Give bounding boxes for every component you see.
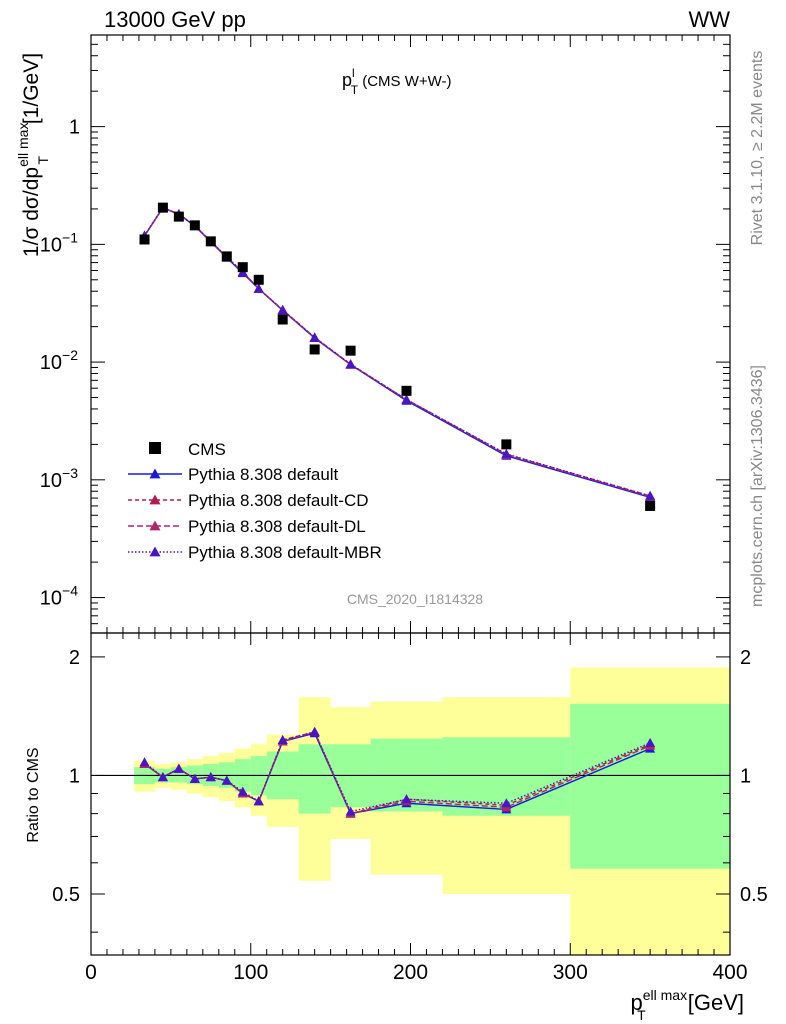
main-panel-frame bbox=[90, 34, 731, 634]
plot-title-rest: (CMS W+W-) bbox=[358, 73, 451, 90]
ratio-marker-mbr bbox=[345, 806, 356, 816]
legend-label-cms: CMS bbox=[188, 440, 226, 459]
y-tick-label: 10−4 bbox=[40, 583, 78, 610]
series-marker-mbr bbox=[253, 283, 264, 293]
ratio-tick-label-left: 0.5 bbox=[52, 884, 80, 906]
ratio-marker-mbr bbox=[157, 772, 168, 782]
y-axis-label-suffix: [1/GeV] bbox=[20, 53, 43, 130]
x-tick-label: 400 bbox=[712, 961, 747, 984]
cms-data-point bbox=[173, 211, 184, 222]
y-tick-label-base: 10 bbox=[40, 588, 62, 610]
y-axis-label-sup: ell max bbox=[15, 123, 31, 167]
x-tick-label: 0 bbox=[85, 961, 97, 984]
cms-data-point bbox=[277, 314, 288, 325]
cms-data-point bbox=[253, 274, 264, 285]
y-tick-label: 1 bbox=[69, 117, 80, 139]
series-marker-mbr bbox=[309, 332, 320, 342]
legend: CMS Pythia 8.308 default Pythia 8.308 defa… bbox=[128, 440, 382, 562]
series-marker-mbr bbox=[401, 394, 412, 404]
analysis-watermark: CMS_2020_I1814328 bbox=[347, 591, 483, 607]
header-energy: 13000 GeV pp bbox=[104, 7, 246, 32]
legend-label-cd: Pythia 8.308 default-CD bbox=[188, 491, 369, 510]
series-marker-mbr bbox=[345, 359, 356, 369]
x-tick-label: 100 bbox=[233, 961, 268, 984]
y-tick-label-exponent: −4 bbox=[62, 583, 78, 599]
uncertainty-band-inner bbox=[298, 744, 331, 814]
header-process: WW bbox=[688, 7, 730, 32]
series-marker-mbr bbox=[277, 304, 288, 314]
y-tick-label-exponent: −2 bbox=[62, 347, 78, 363]
cms-data-point bbox=[139, 234, 150, 245]
cms-data-point bbox=[157, 202, 168, 213]
mcplots-reference-label: mcplots.cern.ch [arXiv:1306.3436] bbox=[749, 365, 766, 607]
plot-title-main: p bbox=[342, 70, 352, 90]
y-tick-label: 10−3 bbox=[40, 465, 78, 492]
series-marker-mbr bbox=[645, 490, 656, 500]
ratio-marker-mbr bbox=[205, 772, 216, 782]
ratio-marker-mbr bbox=[253, 796, 264, 806]
plot-title-sub: T bbox=[351, 83, 359, 97]
legend-label-default: Pythia 8.308 default bbox=[188, 465, 339, 484]
ratio-tick-label-right: 2 bbox=[740, 647, 751, 669]
cms-data-point bbox=[645, 500, 656, 511]
x-axis-label-sup: ell max bbox=[643, 987, 687, 1003]
ratio-marker-mbr bbox=[221, 775, 232, 785]
legend-label-dl: Pythia 8.308 default-DL bbox=[188, 517, 366, 536]
cms-data-point bbox=[189, 220, 200, 231]
ratio-tick-label-right: 1 bbox=[740, 765, 751, 787]
y-tick-label: 10−1 bbox=[40, 229, 78, 256]
uncertainty-band-inner bbox=[570, 703, 730, 869]
cms-data-point bbox=[221, 251, 232, 262]
plot-title-sup: l bbox=[352, 66, 355, 80]
x-axis-label-sub: T bbox=[637, 1007, 646, 1023]
y-tick-label-exponent: −1 bbox=[62, 229, 78, 245]
legend-marker-cms bbox=[149, 442, 161, 454]
x-axis-label: pell max T [GeV] bbox=[630, 987, 744, 1023]
cms-data-point bbox=[309, 344, 320, 355]
y-tick-label-exponent: −3 bbox=[62, 465, 78, 481]
legend-label-mbr: Pythia 8.308 default-MBR bbox=[188, 543, 382, 562]
ratio-marker-mbr bbox=[645, 737, 656, 747]
series-marker-mbr bbox=[501, 448, 512, 458]
y-tick-label: 10−2 bbox=[40, 347, 78, 374]
y-axis-label-ratio: Ratio to CMS bbox=[25, 747, 42, 842]
y-tick-label-base: 10 bbox=[40, 470, 62, 492]
main-panel: 110−110−210−310−4 pl T (CMS W+W-) CMS_202… bbox=[15, 34, 731, 634]
ratio-tick-label-left: 2 bbox=[69, 647, 80, 669]
legend-marker-mbr bbox=[149, 546, 161, 557]
x-tick-label: 300 bbox=[553, 961, 588, 984]
ratio-marker-mbr bbox=[173, 763, 184, 773]
ratio-marker-mbr bbox=[139, 757, 150, 767]
ratio-marker-mbr bbox=[501, 798, 512, 808]
cms-data-point bbox=[401, 385, 412, 396]
rivet-version-label: Rivet 3.1.10, ≥ 2.2M events bbox=[749, 51, 766, 246]
legend-marker-cd bbox=[149, 494, 161, 505]
ratio-marker-mbr bbox=[309, 726, 320, 736]
plot-title: pl T (CMS W+W-) bbox=[342, 66, 452, 97]
cms-data-point bbox=[345, 345, 356, 356]
legend-marker-dl bbox=[149, 520, 161, 531]
x-axis-label-suffix: [GeV] bbox=[682, 990, 744, 1015]
y-tick-label-base: 10 bbox=[40, 352, 62, 374]
ratio-marker-mbr bbox=[277, 735, 288, 745]
ratio-marker-mbr bbox=[237, 786, 248, 796]
x-axis-label-prefix: p bbox=[630, 990, 642, 1015]
ratio-marker-mbr bbox=[189, 773, 200, 783]
y-axis-label-main: 1/σ dσ/dpell max T [1/GeV] bbox=[15, 53, 51, 257]
ratio-tick-label-left: 1 bbox=[69, 765, 80, 787]
x-tick-label: 200 bbox=[393, 961, 428, 984]
ratio-panel: 0 100 200 300 400 0.5 0.5 1 1 2 2 Ratio to CMS pel… bbox=[25, 632, 768, 1023]
legend-marker-default bbox=[149, 468, 161, 479]
y-tick-label-base: 10 bbox=[40, 234, 62, 256]
ratio-line-mbr bbox=[144, 731, 651, 813]
cms-data-point bbox=[237, 262, 248, 273]
y-axis-label-sub: T bbox=[35, 156, 51, 165]
cms-data-point bbox=[205, 236, 216, 247]
ratio-tick-label-right: 0.5 bbox=[740, 884, 768, 906]
y-axis-label-prefix: 1/σ dσ/dp bbox=[20, 167, 43, 257]
ratio-line-dl bbox=[144, 731, 651, 815]
ratio-marker-mbr bbox=[401, 794, 412, 804]
cms-data-point bbox=[501, 439, 512, 450]
